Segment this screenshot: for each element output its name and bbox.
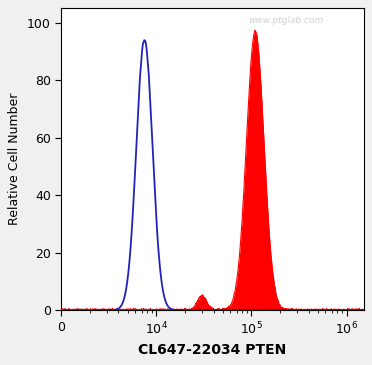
Text: www.ptglab.com: www.ptglab.com [249, 16, 324, 26]
X-axis label: CL647-22034 PTEN: CL647-22034 PTEN [138, 343, 286, 357]
Y-axis label: Relative Cell Number: Relative Cell Number [8, 93, 21, 226]
